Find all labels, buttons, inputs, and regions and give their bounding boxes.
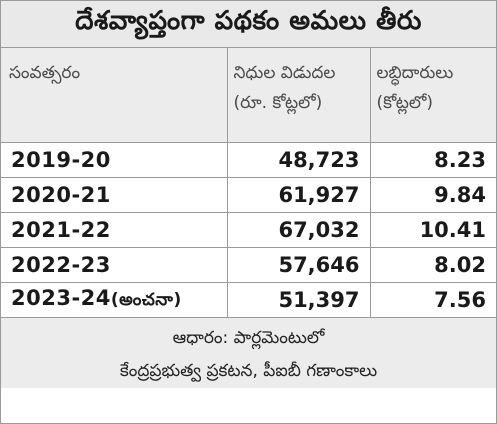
- header-year-label: సంవత్సరం: [9, 63, 81, 83]
- cell-beneficiaries: 7.56: [369, 282, 496, 318]
- cell-beneficiaries: 8.02: [369, 247, 496, 283]
- source-footer: ఆధారం: పార్లమెంటులో కేంద్రప్రభుత్వ ప్రకట…: [1, 318, 496, 388]
- cell-year: 2021-22: [1, 212, 227, 248]
- header-funds: నిధుల విడుదల (రూ. కోట్లలో): [226, 48, 370, 143]
- scheme-table: సంవత్సరం నిధుల విడుదల (రూ. కోట్లలో) లబ్ధ…: [1, 48, 496, 318]
- source-line-1: ఆధారం: పార్లమెంటులో: [172, 328, 325, 348]
- cell-beneficiaries: 8.23: [369, 142, 496, 178]
- table-row: 2019-20 48,723 8.23: [1, 142, 496, 178]
- header-beneficiaries: లబ్ధిదారులు (కోట్లలో): [369, 48, 496, 143]
- header-funds-unit: (రూ. కోట్లలో): [233, 93, 323, 113]
- cell-funds: 57,646: [226, 247, 370, 283]
- header-beneficiaries-unit: (కోట్లలో): [376, 93, 433, 113]
- cell-funds: 61,927: [226, 177, 370, 213]
- table-row: 2020-21 61,927 9.84: [1, 177, 496, 213]
- year-text: 2022-23: [11, 253, 111, 277]
- cell-funds: 51,397: [226, 282, 370, 318]
- cell-beneficiaries: 10.41: [369, 212, 496, 248]
- cell-year: 2019-20: [1, 142, 227, 178]
- cell-beneficiaries: 9.84: [369, 177, 496, 213]
- cell-funds: 48,723: [226, 142, 370, 178]
- cell-year: 2023-24(అంచనా): [1, 282, 227, 318]
- year-text: 2021-22: [11, 218, 111, 242]
- table-body: 2019-20 48,723 8.23 2020-21 61,927 9.84 …: [1, 142, 496, 318]
- table-row: 2022-23 57,646 8.02: [1, 247, 496, 283]
- table-row: 2023-24(అంచనా) 51,397 7.56: [1, 282, 496, 318]
- header-row: సంవత్సరం నిధుల విడుదల (రూ. కోట్లలో) లబ్ధ…: [1, 48, 496, 143]
- header-funds-label: నిధుల విడుదల: [233, 63, 336, 83]
- year-text: 2023-24: [11, 286, 111, 310]
- table-title: దేశవ్యాప్తంగా పథకం అమలు తీరు: [1, 1, 496, 48]
- cell-year: 2022-23: [1, 247, 227, 283]
- source-line-2: కేంద్రప్రభుత్వ ప్రకటన, పీఐబీ గణాంకాలు: [119, 361, 378, 381]
- cell-funds: 67,032: [226, 212, 370, 248]
- table-header: సంవత్సరం నిధుల విడుదల (రూ. కోట్లలో) లబ్ధ…: [1, 48, 496, 143]
- header-year: సంవత్సరం: [1, 48, 227, 143]
- cell-year: 2020-21: [1, 177, 227, 213]
- table-row: 2021-22 67,032 10.41: [1, 212, 496, 248]
- year-text: 2020-21: [11, 183, 111, 207]
- header-beneficiaries-label: లబ్ధిదారులు: [376, 63, 454, 83]
- year-text: 2019-20: [11, 148, 111, 172]
- estimate-note: (అంచనా): [110, 290, 182, 310]
